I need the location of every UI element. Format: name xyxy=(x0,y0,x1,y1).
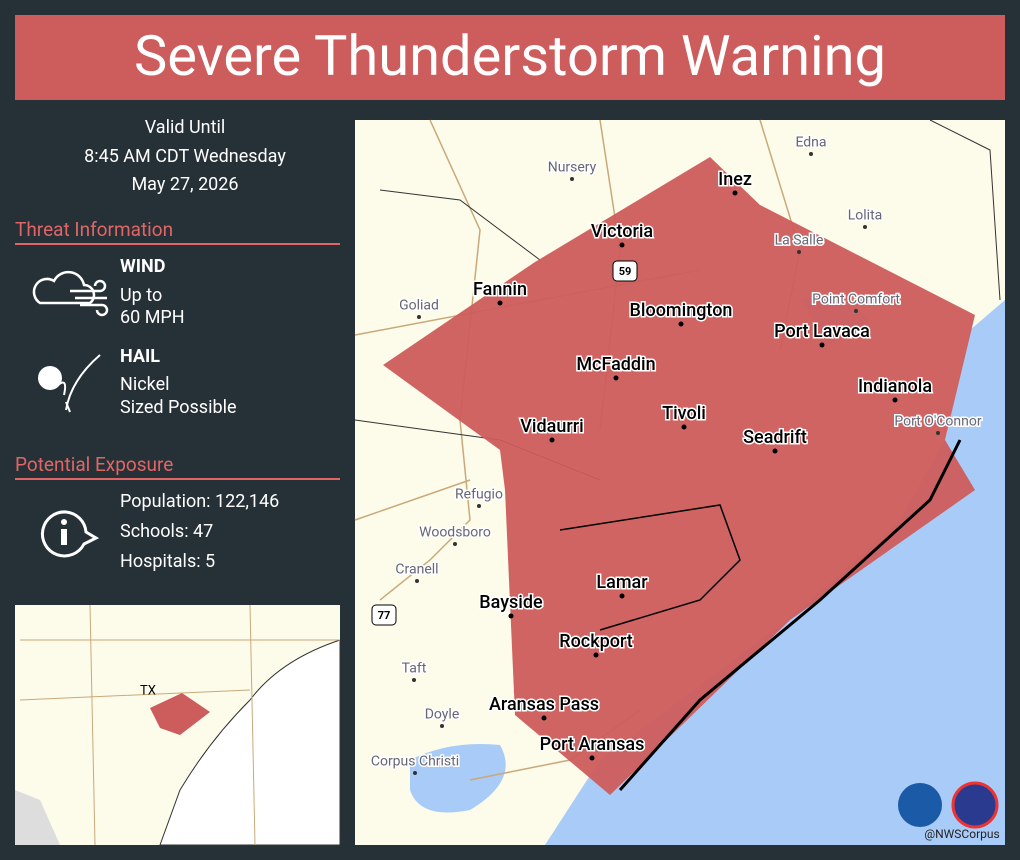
highway-shield: 77 xyxy=(378,609,391,622)
place-dot xyxy=(508,613,514,619)
minor-place: Corpus Christi xyxy=(371,754,459,770)
major-place: Vidaurri xyxy=(520,416,583,437)
inset-label: TX xyxy=(140,683,156,698)
place-dot xyxy=(453,542,457,546)
place-dot xyxy=(772,448,778,454)
major-place: Indianola xyxy=(858,376,932,397)
major-place: Bayside xyxy=(479,592,543,613)
major-place: McFaddin xyxy=(576,354,655,375)
major-place: Lamar xyxy=(596,572,648,593)
wind-line: Up to xyxy=(120,285,162,306)
minor-place: Nursery xyxy=(548,160,597,176)
valid-time: 8:45 AM CDT Wednesday xyxy=(84,146,286,167)
place-dot xyxy=(619,593,625,599)
major-place: Rockport xyxy=(559,631,632,652)
major-place: Aransas Pass xyxy=(489,694,599,715)
title: Severe Thunderstorm Warning xyxy=(134,23,886,89)
place-dot xyxy=(892,397,898,403)
major-place: Port Aransas xyxy=(540,734,645,755)
place-dot xyxy=(415,579,419,583)
noaa-logo xyxy=(898,783,942,827)
place-dot xyxy=(570,177,574,181)
info-icon xyxy=(41,510,100,558)
place-dot xyxy=(809,152,813,156)
credit: @NWSCorpus xyxy=(924,827,999,841)
place-dot xyxy=(413,771,417,775)
hospitals: Hospitals: 5 xyxy=(120,551,215,572)
minor-place: Port O'Connor xyxy=(894,414,981,430)
major-place: Inez xyxy=(718,169,752,190)
valid-label: Valid Until xyxy=(145,117,225,138)
minor-place: Point Comfort xyxy=(812,292,900,308)
title-banner xyxy=(15,15,1005,100)
place-dot xyxy=(541,715,547,721)
place-dot xyxy=(613,375,619,381)
place-dot xyxy=(589,755,595,761)
place-dot xyxy=(440,724,444,728)
place-dot xyxy=(593,652,599,658)
hail-icon xyxy=(38,354,101,413)
major-place: Port Lavaca xyxy=(774,321,870,342)
place-dot xyxy=(412,678,416,682)
minor-place: Refugio xyxy=(455,487,503,503)
place-dot xyxy=(936,431,940,435)
place-dot xyxy=(819,342,825,348)
inset-map: TX xyxy=(15,604,341,846)
major-place: Bloomington xyxy=(630,300,733,321)
hail-title: HAIL xyxy=(120,346,160,367)
major-place: Tivoli xyxy=(662,403,706,424)
wind-icon xyxy=(32,270,109,317)
place-dot xyxy=(797,250,801,254)
highway-shield: 59 xyxy=(619,265,632,278)
wind-title: WIND xyxy=(120,256,165,277)
major-place: Seadrift xyxy=(743,427,807,448)
place-dot xyxy=(497,300,503,306)
major-place: Victoria xyxy=(591,221,653,242)
place-dot xyxy=(678,321,684,327)
major-place: Fannin xyxy=(473,279,527,300)
map: @NWSCorpus xyxy=(354,119,1005,845)
wind-line: 60 MPH xyxy=(120,307,185,328)
minor-place: Goliad xyxy=(399,298,439,314)
valid-date: May 27, 2026 xyxy=(131,174,238,195)
threat-heading: Threat Information xyxy=(15,218,173,241)
hail-line: Sized Possible xyxy=(120,397,237,418)
minor-place: Edna xyxy=(795,135,826,151)
minor-place: Lolita xyxy=(848,208,883,224)
place-dot xyxy=(863,225,867,229)
place-dot xyxy=(619,242,625,248)
minor-place: Doyle xyxy=(425,707,460,723)
population: Population: 122,146 xyxy=(120,491,279,512)
nws-logo xyxy=(951,781,999,829)
minor-place: Cranell xyxy=(395,562,438,578)
minor-place: Taft xyxy=(402,661,427,677)
place-dot xyxy=(854,309,858,313)
exposure-heading: Potential Exposure xyxy=(15,453,173,476)
place-dot xyxy=(549,437,555,443)
place-dot xyxy=(417,315,421,319)
minor-place: Woodsboro xyxy=(419,525,491,541)
schools: Schools: 47 xyxy=(120,521,213,542)
hail-line: Nickel xyxy=(120,374,170,395)
place-dot xyxy=(732,190,738,196)
place-dot xyxy=(681,424,687,430)
place-dot xyxy=(477,504,481,508)
warning-polygon xyxy=(383,157,975,795)
minor-place: La Salle xyxy=(775,233,824,249)
